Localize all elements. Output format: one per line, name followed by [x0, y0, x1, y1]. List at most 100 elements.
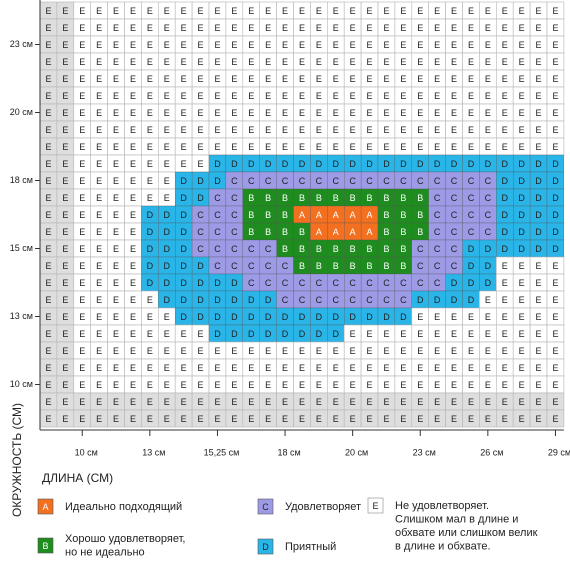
cell-letter: B [265, 193, 271, 203]
cell-letter: E [45, 91, 51, 101]
cell-letter: E [96, 176, 102, 186]
cell-letter: E [367, 329, 373, 339]
cell-letter: E [299, 125, 305, 135]
cell-letter: E [434, 23, 440, 33]
cell-letter: B [350, 244, 356, 254]
cell-letter: E [79, 278, 85, 288]
cell-letter: E [536, 142, 542, 152]
cell-letter: E [96, 74, 102, 84]
cell-letter: E [214, 23, 220, 33]
cell-letter: E [468, 346, 474, 356]
cell-letter: D [417, 295, 424, 305]
cell-letter: E [434, 74, 440, 84]
legend-text: Идеально подходящий [65, 501, 182, 513]
cell-letter: E [130, 210, 136, 220]
cell-letter: B [367, 193, 373, 203]
cell-letter: E [536, 363, 542, 373]
cell-letter: E [164, 6, 170, 16]
cell-letter: C [214, 261, 221, 271]
cell-letter: E [45, 278, 51, 288]
cell-letter: E [468, 6, 474, 16]
cell-letter: C [265, 261, 272, 271]
cell-letter: E [45, 397, 51, 407]
cell-letter: C [248, 278, 255, 288]
cell-letter: E [181, 363, 187, 373]
cell-letter: E [299, 414, 305, 424]
cell-letter: E [62, 227, 68, 237]
legend-swatch [37, 498, 54, 515]
cell-letter: D [518, 244, 525, 254]
cell-letter: E [96, 278, 102, 288]
cell-letter: D [502, 210, 509, 220]
cell-letter: E [502, 57, 508, 67]
cell-letter: E [485, 295, 491, 305]
cell-letter: E [502, 6, 508, 16]
cell-letter: E [164, 108, 170, 118]
cell-letter: E [96, 57, 102, 67]
cell-letter: E [299, 23, 305, 33]
cell-letter: E [265, 380, 271, 390]
cell-letter: E [282, 108, 288, 118]
cell-letter: E [130, 40, 136, 50]
cell-letter: D [383, 159, 390, 169]
cell-letter: E [552, 40, 558, 50]
cell-letter: D [164, 210, 171, 220]
cell-letter: E [519, 278, 525, 288]
cell-letter: C [265, 176, 272, 186]
cell-letter: C [451, 261, 458, 271]
cell [546, 409, 565, 428]
cell-letter: E [79, 108, 85, 118]
cell-letter: D [231, 159, 238, 169]
cell-letter: E [434, 346, 440, 356]
cell-letter: E [248, 6, 254, 16]
cell-letter: E [248, 40, 254, 50]
cell-letter: E [231, 125, 237, 135]
cell-letter: E [96, 193, 102, 203]
cell-letter: E [181, 57, 187, 67]
cell-letter: B [333, 244, 339, 254]
cell-letter: E [299, 6, 305, 16]
cell-letter: E [536, 57, 542, 67]
cell-letter: E [214, 125, 220, 135]
cell-letter: E [164, 176, 170, 186]
cell-letter: E [62, 210, 68, 220]
cell-letter: E [552, 6, 558, 16]
cell-letter: E [248, 346, 254, 356]
cell-letter: E [113, 414, 119, 424]
x-tick-label: 18 см [277, 447, 300, 457]
cell-letter: D [502, 176, 509, 186]
cell-letter: D [197, 295, 204, 305]
cell-letter: E [367, 91, 373, 101]
cell-letter: D [265, 159, 272, 169]
cell-letter: E [485, 40, 491, 50]
cell-letter: D [333, 312, 340, 322]
cell-letter: D [180, 278, 187, 288]
cell-letter: E [536, 23, 542, 33]
cell-letter: E [434, 40, 440, 50]
cell-letter: E [333, 74, 339, 84]
cell-letter: E [282, 363, 288, 373]
cell-letter: E [79, 40, 85, 50]
cell-letter: E [198, 142, 204, 152]
cell-letter: E [316, 74, 322, 84]
cell-letter: E [536, 397, 542, 407]
cell-letter: E [468, 23, 474, 33]
cell-letter: E [164, 363, 170, 373]
cell-letter: E [552, 346, 558, 356]
cell-letter: C [214, 210, 221, 220]
cell-letter: E [485, 57, 491, 67]
cell-letter: E [62, 295, 68, 305]
cell-letter: D [366, 159, 373, 169]
cell-letter: E [552, 414, 558, 424]
cell-letter: E [400, 74, 406, 84]
cell-letter: E [468, 125, 474, 135]
cell-letter: B [299, 193, 305, 203]
cell-letter: E [367, 363, 373, 373]
cell-letter: D [451, 278, 458, 288]
cell-letter: E [417, 57, 423, 67]
cell-letter: E [130, 397, 136, 407]
cell-letter: C [349, 176, 356, 186]
cell-letter: E [417, 380, 423, 390]
cell-letter: E [502, 91, 508, 101]
cell-letter: C [316, 295, 323, 305]
